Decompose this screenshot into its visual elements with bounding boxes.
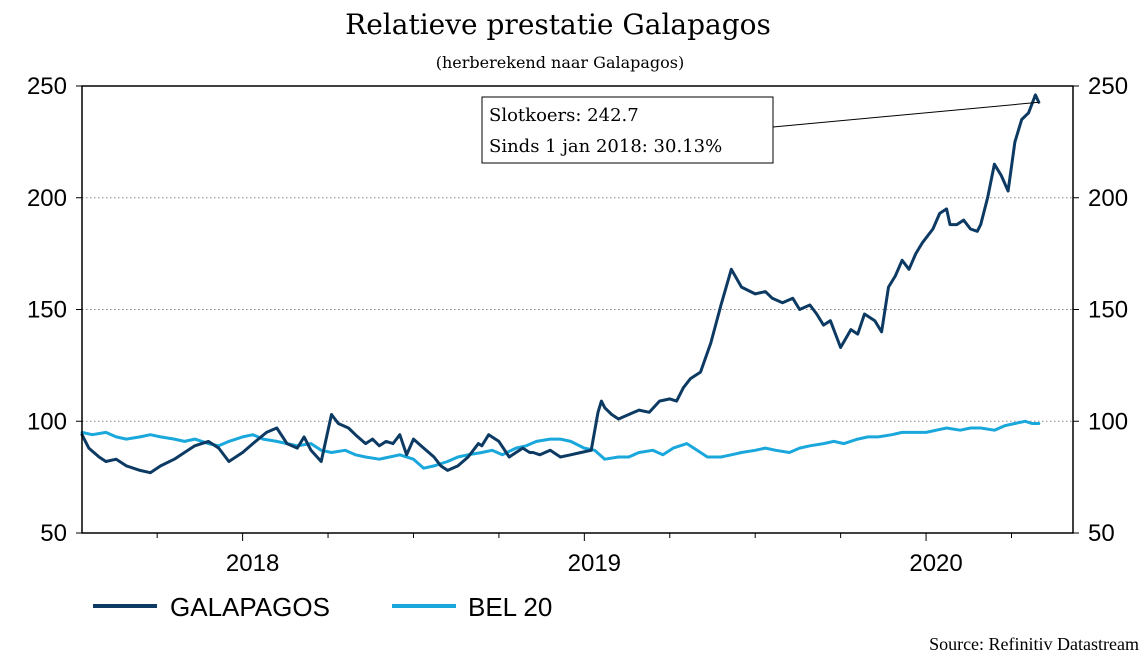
series-line-galapagos xyxy=(80,93,1041,475)
series-line-bel-20 xyxy=(80,419,1041,470)
y-axis-left: 50 100 150 200 250 xyxy=(27,73,82,547)
x-tick-label-2018: 2018 xyxy=(226,550,279,577)
y-tick-right-100: 100 xyxy=(1088,408,1128,435)
legend-label-galapagos: GALAPAGOS xyxy=(170,592,330,622)
y-tick-left-50: 50 xyxy=(40,520,67,547)
y-axis-right: 50 100 150 200 250 xyxy=(1073,73,1128,547)
annotation: Slotkoers: 242.7 Sinds 1 jan 2018: 30.13… xyxy=(481,96,1039,164)
chart-subtitle: (herberekend naar Galapagos) xyxy=(436,53,685,72)
y-tick-right-200: 200 xyxy=(1088,185,1128,212)
y-tick-right-250: 250 xyxy=(1088,73,1128,100)
legend: GALAPAGOS BEL 20 xyxy=(93,592,552,622)
annotation-line1: Slotkoers: 242.7 xyxy=(489,105,639,126)
legend-label-bel20: BEL 20 xyxy=(468,592,552,622)
x-axis: 2018 2019 2020 xyxy=(156,533,1012,577)
x-tick-label-2020: 2020 xyxy=(909,550,962,577)
annotation-line2: Sinds 1 jan 2018: 30.13% xyxy=(489,136,722,157)
annotation-leader xyxy=(772,101,1039,128)
series-lines xyxy=(80,93,1041,475)
annotation-box xyxy=(481,96,774,164)
chart-title: Relatieve prestatie Galapagos xyxy=(345,8,771,41)
y-tick-left-100: 100 xyxy=(27,408,67,435)
source-note: Source: Refinitiv Datastream xyxy=(929,634,1139,654)
x-tick-label-2019: 2019 xyxy=(568,550,621,577)
y-tick-right-50: 50 xyxy=(1088,520,1115,547)
y-tick-left-150: 150 xyxy=(27,297,67,324)
y-tick-left-250: 250 xyxy=(27,73,67,100)
y-tick-right-150: 150 xyxy=(1088,297,1128,324)
y-tick-left-200: 200 xyxy=(27,185,67,212)
